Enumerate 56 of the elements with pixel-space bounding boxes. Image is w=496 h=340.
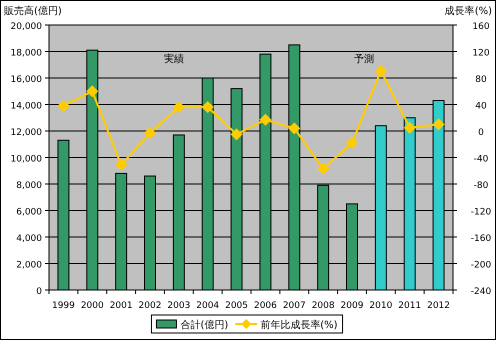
y-tick-label: 8,000 bbox=[16, 181, 42, 191]
y-tick-label: 10,000 bbox=[10, 154, 42, 164]
y-tick-label: 14,000 bbox=[10, 102, 42, 112]
x-tick-label: 2008 bbox=[312, 301, 335, 311]
x-tick-label: 1999 bbox=[52, 301, 76, 311]
point bbox=[404, 122, 416, 134]
point bbox=[346, 136, 358, 149]
point bbox=[115, 158, 128, 171]
y-tick-label: 6,000 bbox=[16, 208, 42, 218]
x-tick-label: 2004 bbox=[196, 301, 220, 311]
point bbox=[288, 122, 300, 134]
y-tick-label: 18,000 bbox=[10, 48, 42, 58]
y2-tick-label: -160 bbox=[470, 234, 492, 244]
y2-tick-label: 40 bbox=[475, 102, 487, 112]
y2-tick-label: 120 bbox=[472, 48, 490, 58]
x-tick-label: 2005 bbox=[225, 301, 248, 311]
y2-tick-label: -200 bbox=[470, 260, 492, 270]
y-tick-label: 4,000 bbox=[16, 234, 42, 244]
point bbox=[86, 85, 98, 98]
point bbox=[202, 101, 214, 114]
legend-label: 前年比成長率(%) bbox=[260, 319, 338, 331]
y2-tick-label: -120 bbox=[470, 208, 492, 218]
y2-tick-label: 0 bbox=[478, 128, 484, 138]
y2-tick-label: -80 bbox=[474, 181, 489, 191]
point bbox=[259, 114, 272, 126]
y-tick-label: 16,000 bbox=[10, 75, 42, 85]
x-tick-label: 2003 bbox=[167, 301, 190, 311]
point bbox=[317, 162, 330, 175]
y-axis-title: 販売高(億円) bbox=[4, 5, 62, 17]
y2-tick-label: 80 bbox=[475, 75, 487, 85]
legend-label: 合計(億円) bbox=[180, 319, 228, 331]
y2-tick-label: -40 bbox=[474, 154, 489, 164]
point bbox=[374, 64, 387, 77]
y-tick-label: 12,000 bbox=[10, 128, 42, 138]
y-tick-label: 20,000 bbox=[10, 22, 42, 32]
point bbox=[172, 101, 185, 114]
x-tick-label: 2000 bbox=[80, 301, 104, 311]
x-tick-label: 2006 bbox=[254, 301, 278, 311]
y2-axis-title: 成長率(%) bbox=[444, 5, 492, 17]
point bbox=[432, 118, 445, 130]
x-tick-label: 2011 bbox=[398, 301, 422, 311]
point bbox=[144, 126, 156, 139]
annotation: 実績 bbox=[164, 53, 184, 65]
y2-tick-label: 160 bbox=[472, 22, 490, 32]
x-tick-label: 2009 bbox=[340, 301, 364, 311]
x-tick-label: 2007 bbox=[282, 301, 306, 311]
y-tick-label: 0 bbox=[36, 287, 42, 297]
point bbox=[230, 128, 243, 140]
annotation: 予測 bbox=[354, 53, 374, 65]
point bbox=[57, 100, 70, 112]
y2-tick-label: -240 bbox=[470, 287, 492, 297]
x-tick-label: 2001 bbox=[110, 301, 133, 311]
x-tick-label: 2012 bbox=[427, 301, 450, 311]
x-tick-label: 2010 bbox=[369, 301, 393, 311]
y-tick-label: 2,000 bbox=[16, 260, 42, 270]
x-tick-label: 2002 bbox=[138, 301, 162, 311]
